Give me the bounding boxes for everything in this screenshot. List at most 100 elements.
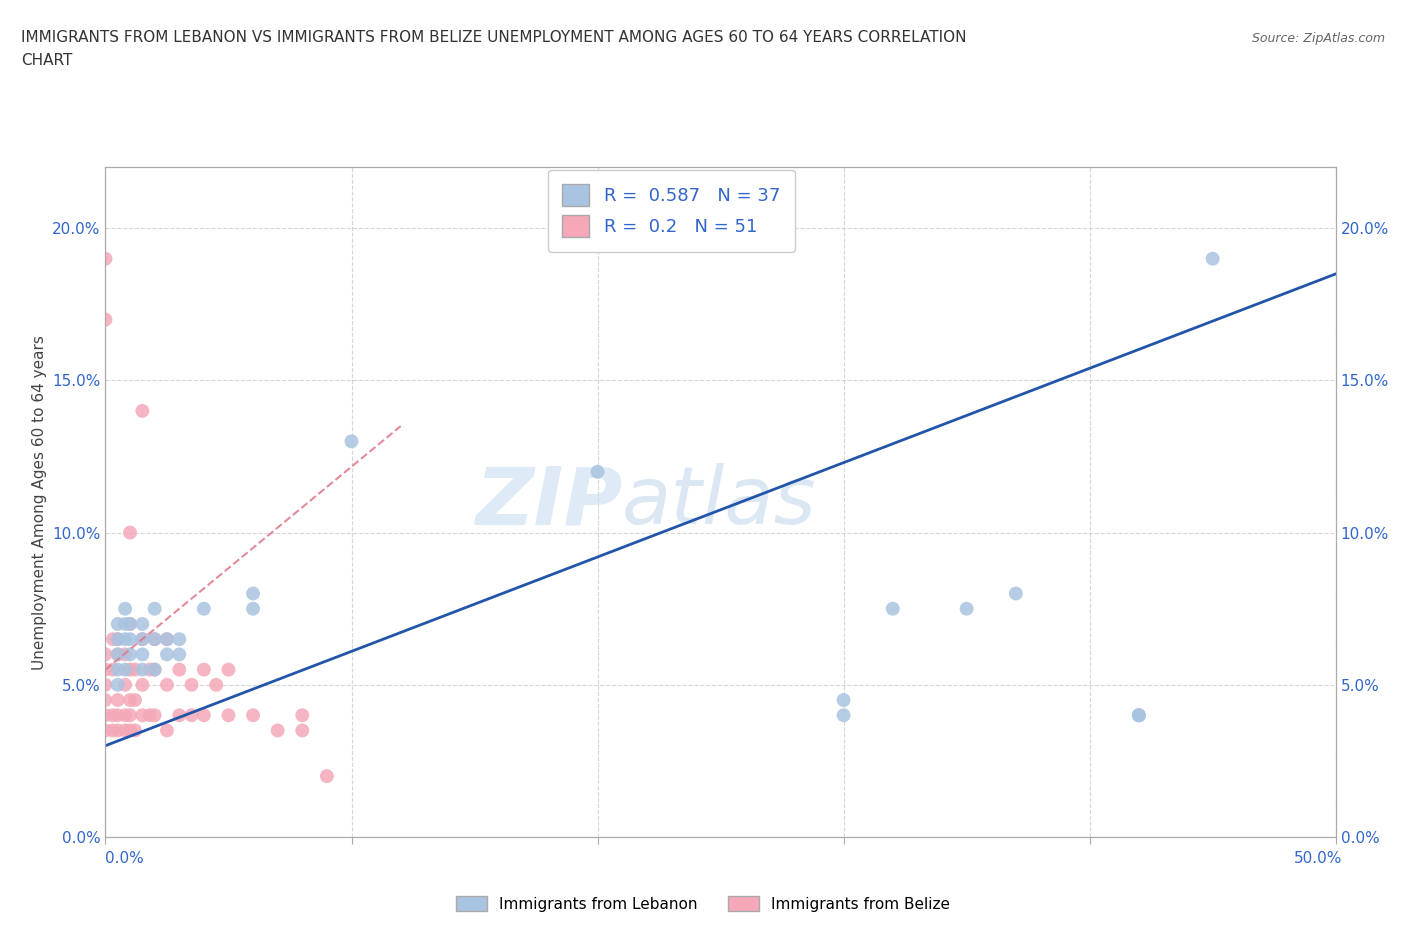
Point	[120, 723, 141, 737]
Point	[120, 617, 141, 631]
Legend: Immigrants from Lebanon, Immigrants from Belize: Immigrants from Lebanon, Immigrants from…	[450, 889, 956, 918]
Point	[114, 708, 136, 723]
Point	[131, 662, 153, 677]
Point	[114, 677, 136, 692]
Point	[143, 708, 166, 723]
Point	[94, 662, 117, 677]
Point	[107, 708, 129, 723]
Point	[1128, 708, 1150, 723]
Point	[882, 602, 904, 617]
Point	[107, 662, 129, 677]
Text: 50.0%: 50.0%	[1295, 851, 1343, 866]
Point	[956, 602, 979, 617]
Point	[114, 647, 136, 662]
Point	[218, 708, 240, 723]
Point	[138, 662, 162, 677]
Point	[242, 586, 264, 601]
Point	[267, 723, 290, 737]
Point	[131, 404, 153, 418]
Text: IMMIGRANTS FROM LEBANON VS IMMIGRANTS FROM BELIZE UNEMPLOYMENT AMONG AGES 60 TO : IMMIGRANTS FROM LEBANON VS IMMIGRANTS FR…	[21, 30, 966, 45]
Point	[94, 723, 117, 737]
Point	[124, 723, 146, 737]
Point	[107, 693, 129, 708]
Point	[131, 617, 153, 631]
Point	[180, 708, 202, 723]
Point	[586, 464, 609, 479]
Point	[107, 677, 129, 692]
Point	[291, 723, 314, 737]
Point	[114, 602, 136, 617]
Y-axis label: Unemployment Among Ages 60 to 64 years: Unemployment Among Ages 60 to 64 years	[32, 335, 46, 670]
Text: atlas: atlas	[621, 463, 817, 541]
Point	[94, 312, 117, 327]
Point	[101, 631, 124, 646]
Point	[169, 708, 191, 723]
Point	[193, 662, 215, 677]
Point	[131, 631, 153, 646]
Point	[143, 631, 166, 646]
Point	[143, 631, 166, 646]
Point	[169, 647, 191, 662]
Point	[193, 708, 215, 723]
Point	[218, 662, 240, 677]
Point	[107, 723, 129, 737]
Point	[131, 677, 153, 692]
Point	[94, 251, 117, 266]
Point	[180, 677, 202, 692]
Point	[156, 631, 179, 646]
Point	[107, 647, 129, 662]
Point	[120, 662, 141, 677]
Point	[114, 631, 136, 646]
Point	[832, 693, 855, 708]
Point	[156, 723, 179, 737]
Point	[193, 602, 215, 617]
Point	[114, 662, 136, 677]
Point	[315, 769, 337, 784]
Text: CHART: CHART	[21, 53, 73, 68]
Point	[242, 602, 264, 617]
Point	[832, 708, 855, 723]
Point	[1202, 251, 1225, 266]
Point	[131, 631, 153, 646]
Point	[1128, 708, 1150, 723]
Legend: R =  0.587   N = 37, R =  0.2   N = 51: R = 0.587 N = 37, R = 0.2 N = 51	[548, 170, 794, 252]
Point	[156, 647, 179, 662]
Point	[120, 693, 141, 708]
Point	[143, 602, 166, 617]
Point	[101, 662, 124, 677]
Point	[131, 708, 153, 723]
Point	[156, 677, 179, 692]
Point	[94, 693, 117, 708]
Point	[94, 647, 117, 662]
Point	[120, 708, 141, 723]
Point	[242, 708, 264, 723]
Point	[107, 617, 129, 631]
Point	[94, 708, 117, 723]
Point	[120, 525, 141, 540]
Point	[138, 708, 162, 723]
Point	[205, 677, 228, 692]
Point	[156, 631, 179, 646]
Point	[1004, 586, 1026, 601]
Point	[291, 708, 314, 723]
Text: Source: ZipAtlas.com: Source: ZipAtlas.com	[1251, 32, 1385, 45]
Point	[94, 677, 117, 692]
Point	[120, 631, 141, 646]
Point	[107, 631, 129, 646]
Point	[120, 647, 141, 662]
Point	[1128, 708, 1150, 723]
Point	[114, 617, 136, 631]
Point	[143, 662, 166, 677]
Point	[131, 647, 153, 662]
Point	[114, 723, 136, 737]
Point	[101, 723, 124, 737]
Point	[143, 662, 166, 677]
Text: ZIP: ZIP	[475, 463, 621, 541]
Text: 0.0%: 0.0%	[105, 851, 145, 866]
Point	[120, 617, 141, 631]
Point	[169, 662, 191, 677]
Point	[107, 631, 129, 646]
Point	[169, 631, 191, 646]
Point	[107, 647, 129, 662]
Point	[124, 693, 146, 708]
